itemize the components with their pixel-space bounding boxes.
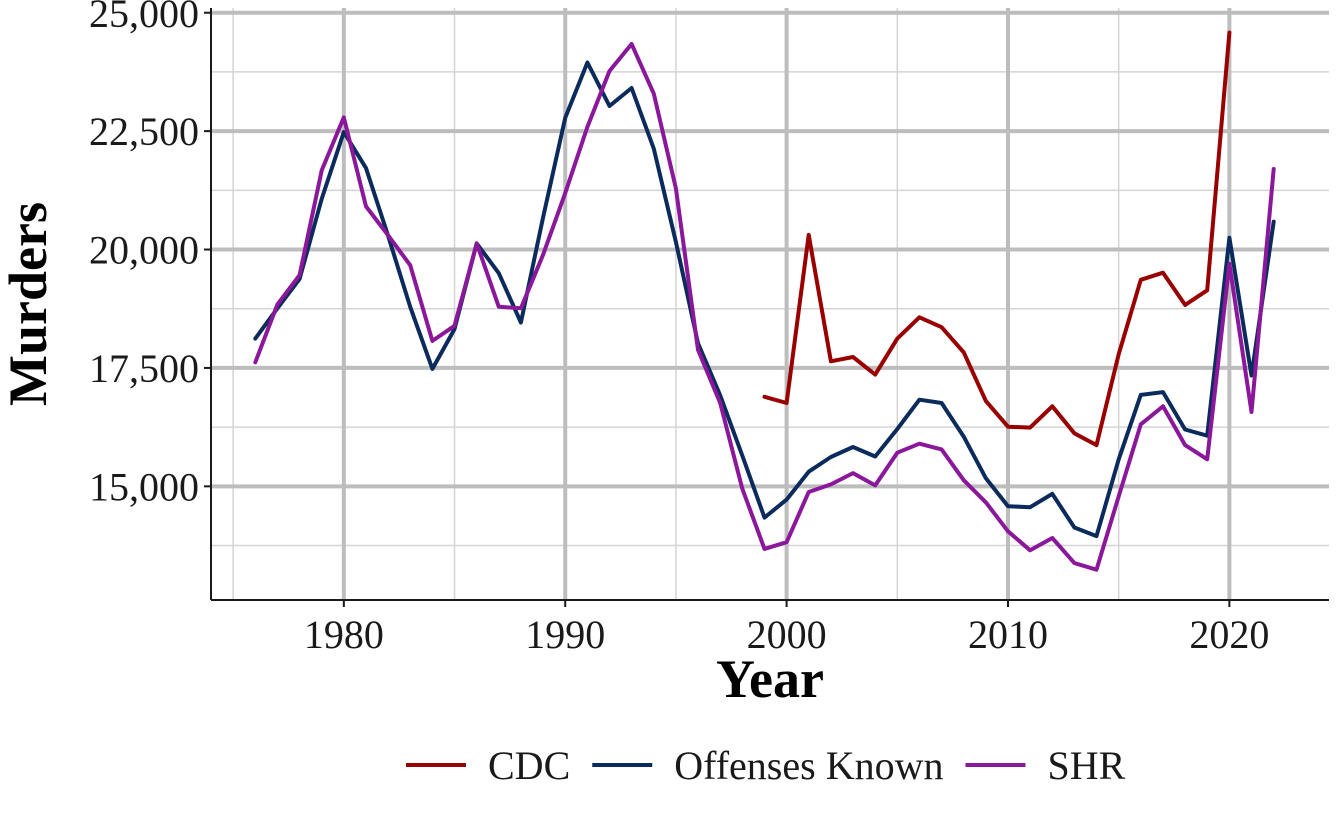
legend-label-cdc: CDC <box>488 743 570 788</box>
x-axis-title: Year <box>716 649 824 709</box>
series-line-shr <box>253 42 1276 572</box>
legend-label-offenses-known: Offenses Known <box>674 743 943 788</box>
x-tick-label: 2020 <box>1189 612 1269 657</box>
x-tick-label: 2010 <box>968 612 1048 657</box>
y-tick-label: 17,500 <box>89 346 199 391</box>
x-tick-label: 1980 <box>304 612 384 657</box>
series-line-offenses-known <box>253 60 1276 539</box>
legend-label-shr: SHR <box>1047 743 1125 788</box>
y-tick-label: 15,000 <box>89 464 199 509</box>
x-tick-label: 1990 <box>525 612 605 657</box>
tick-labels: 1980 1990 2000 2010 2020 15,000 17,500 20,000 22… <box>89 0 1269 657</box>
series-lines <box>253 30 1276 572</box>
series-line-cdc <box>762 30 1232 448</box>
y-tick-label: 22,500 <box>89 109 199 154</box>
axes <box>210 8 1329 601</box>
x-tick-label: 2000 <box>747 612 827 657</box>
y-axis-title: Murders <box>0 202 58 406</box>
grid <box>211 8 1329 600</box>
legend: CDC Offenses Known SHR <box>406 743 1126 788</box>
y-tick-label: 25,000 <box>89 0 199 36</box>
y-tick-label: 20,000 <box>89 228 199 273</box>
